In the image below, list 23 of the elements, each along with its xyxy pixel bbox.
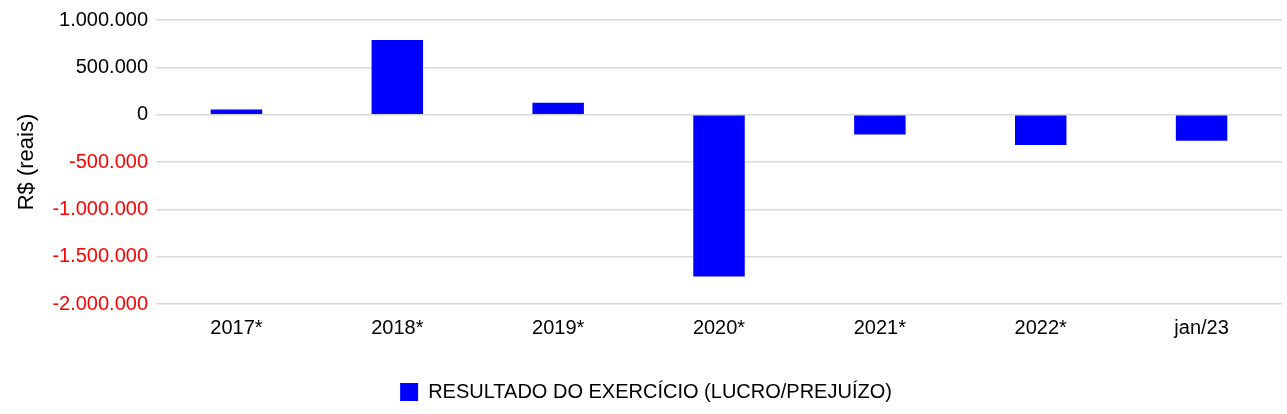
y-tick-label: -1.500.000: [52, 244, 149, 267]
y-axis-title: R$ (reais): [13, 113, 39, 211]
x-tick-label: 2018*: [371, 315, 424, 338]
bar: [1014, 115, 1067, 145]
x-tick-label: jan/23: [1173, 315, 1229, 338]
y-tick-label: -500.000: [69, 149, 149, 172]
x-tick-label: 2020*: [692, 315, 746, 338]
bar: [210, 109, 263, 114]
bar: [371, 39, 424, 114]
y-tick-label: -1.000.000: [52, 196, 149, 219]
y-tick-label: 500.000: [75, 54, 149, 77]
y-tick-label: 1.000.000: [59, 7, 149, 30]
bar: [1175, 115, 1228, 141]
x-tick-label: 2022*: [1014, 315, 1068, 338]
bar: [693, 115, 745, 277]
bar: [854, 115, 906, 135]
x-tick-label: 2021*: [853, 315, 907, 338]
legend-label: RESULTADO DO EXERCÍCIO (LUCRO/PREJUÍZO): [428, 379, 892, 402]
x-tick-label: 2019*: [532, 315, 585, 338]
y-tick-label: -2.000.000: [52, 291, 149, 314]
bar: [532, 102, 584, 114]
x-tick-label: 2017*: [210, 315, 263, 338]
y-tick-label: 0: [136, 102, 149, 125]
